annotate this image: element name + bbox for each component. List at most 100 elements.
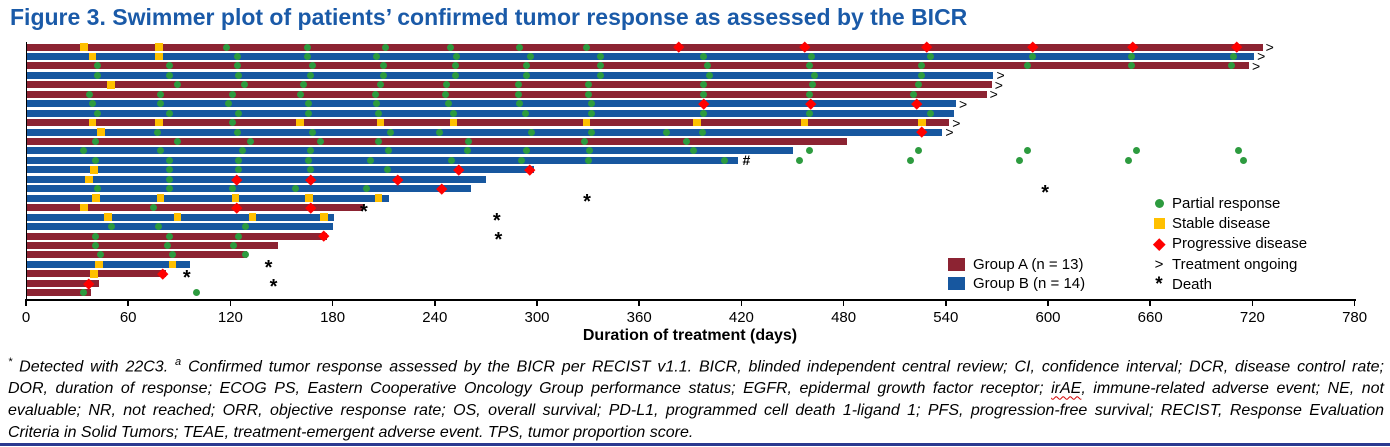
partial-response-marker: [296, 90, 304, 98]
partial-response-marker: [308, 62, 316, 70]
death-marker: *: [264, 257, 273, 280]
partial-response-marker: [446, 43, 454, 51]
partial-response-marker: [795, 156, 803, 164]
patient-bar: [27, 147, 793, 155]
patient-bar: [27, 260, 190, 268]
partial-response-marker: [92, 232, 100, 240]
x-axis-tick-label: 60: [119, 309, 137, 326]
legend-group-b: Group B (n = 14): [948, 274, 1085, 293]
death-marker: *: [1041, 181, 1050, 204]
stable-disease-marker: [296, 118, 304, 127]
patient-bar: [27, 185, 471, 193]
footnote: * Detected with 22C3. a Confirmed tumor …: [8, 351, 1384, 444]
x-axis-tick: [229, 299, 232, 306]
group-a-swatch: [948, 258, 965, 271]
x-axis-tick-label: 0: [21, 309, 31, 326]
partial-response-marker: [596, 62, 604, 70]
x-axis-tick: [331, 299, 334, 306]
partial-response-marker: [516, 43, 524, 51]
patient-bar: [27, 43, 1263, 51]
partial-response-marker: [448, 156, 456, 164]
partial-response-marker: [523, 62, 531, 70]
partial-response-marker: [363, 185, 371, 193]
legend-item-partial-response: Partial response: [1146, 193, 1307, 213]
legend-group-a: Group A (n = 13): [948, 255, 1085, 274]
x-axis-tick-label: 540: [933, 309, 959, 326]
partial-response-marker: [906, 156, 914, 164]
x-axis-tick-label: 480: [831, 309, 857, 326]
partial-response-marker: [698, 128, 706, 136]
stable-disease-marker: [90, 166, 98, 174]
partial-response-marker: [918, 62, 926, 70]
partial-response-marker: [157, 147, 165, 155]
legend-item-treatment-ongoing: > Treatment ongoing: [1146, 254, 1307, 274]
partial-response-marker: [588, 100, 595, 108]
treatment-ongoing-icon: >: [1154, 255, 1164, 273]
footnote-line-2: DOR, duration of response; ECOG PS, East…: [8, 380, 1384, 398]
partial-response-marker: [165, 175, 173, 183]
partial-response-marker: [174, 81, 182, 89]
partial-response-marker: [92, 156, 100, 164]
x-axis-label: Duration of treatment (days): [582, 327, 798, 344]
stable-disease-marker: [80, 43, 88, 51]
x-axis-tick-label: 660: [1137, 309, 1163, 326]
x-axis-tick: [1353, 299, 1356, 306]
partial-response-marker: [157, 90, 165, 98]
partial-response-marker: [807, 52, 815, 60]
patient-bar: [27, 100, 957, 108]
footnote-line-4: Criteria in Solid Tumors; TEAE, treatmen…: [8, 424, 694, 442]
x-axis-tick-label: 360: [626, 309, 652, 326]
partial-response-marker: [690, 147, 698, 155]
partial-response-marker: [582, 43, 590, 51]
death-marker: *: [492, 210, 501, 233]
patient-bar: [27, 194, 389, 202]
partial-response-marker: [1124, 156, 1132, 164]
partial-response-marker: [94, 71, 102, 79]
partial-response-marker: [308, 128, 316, 136]
stable-disease-marker: [231, 194, 240, 202]
partial-response-marker: [85, 90, 93, 98]
patient-bar: [27, 119, 950, 127]
partial-response-marker: [1235, 147, 1243, 155]
progressive-disease-marker: [524, 164, 536, 176]
partial-response-marker: [380, 62, 388, 70]
partial-response-marker: [662, 128, 670, 136]
partial-response-marker: [383, 166, 391, 174]
partial-response-marker: [705, 71, 713, 79]
partial-response-marker: [584, 81, 592, 89]
partial-response-marker: [247, 138, 255, 145]
partial-response-icon: [1154, 198, 1164, 208]
partial-response-marker: [720, 156, 728, 164]
patient-bar: [27, 166, 534, 174]
progressive-disease-marker: [318, 230, 330, 242]
death-marker: *: [494, 229, 503, 251]
stable-disease-marker: [168, 260, 177, 269]
partial-response-marker: [228, 119, 236, 127]
partial-response-marker: [376, 81, 384, 89]
partial-response-marker: [235, 109, 243, 117]
partial-response-marker: [514, 81, 522, 89]
stable-disease-icon: [1153, 218, 1165, 230]
footnote-line-3: evaluable; NR, not reached; ORR, objecti…: [8, 402, 1384, 420]
partial-response-marker: [80, 147, 88, 155]
partial-response-marker: [453, 52, 461, 60]
group-b-label: Group B (n = 14): [973, 275, 1086, 292]
legend-item-progressive-disease: Progressive disease: [1146, 234, 1307, 254]
partial-response-marker: [584, 90, 592, 98]
x-axis-tick-label: 420: [728, 309, 754, 326]
partial-response-marker: [165, 156, 173, 164]
patient-bar: [27, 241, 279, 249]
death-label: Death: [1172, 276, 1213, 294]
partial-response-marker: [588, 128, 595, 136]
patient-bar: [27, 175, 486, 183]
partial-response-marker: [223, 43, 231, 51]
partial-response-marker: [88, 100, 96, 108]
partial-response-marker: [92, 241, 100, 249]
partial-response-marker: [233, 52, 241, 60]
partial-response-marker: [94, 109, 102, 117]
partial-response-marker: [94, 185, 102, 193]
stable-disease-marker: [918, 118, 926, 127]
partial-response-marker: [373, 100, 381, 108]
treatment-ongoing-marker: >: [1257, 48, 1266, 65]
partial-response-marker: [811, 71, 819, 79]
